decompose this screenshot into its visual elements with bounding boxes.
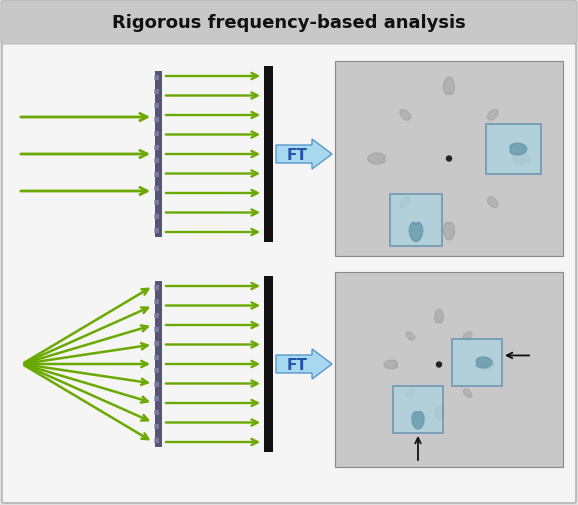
Bar (154, 72, 161, 237)
Circle shape (446, 157, 451, 162)
Bar (154, 396, 158, 401)
Bar (154, 355, 158, 360)
FancyBboxPatch shape (2, 44, 576, 503)
Bar (154, 286, 158, 291)
Polygon shape (480, 361, 494, 369)
FancyArrow shape (276, 349, 332, 379)
Bar (154, 200, 158, 206)
Bar (154, 424, 158, 429)
Polygon shape (443, 223, 454, 240)
Text: FT: FT (287, 147, 307, 162)
Polygon shape (463, 389, 472, 397)
FancyArrow shape (276, 140, 332, 170)
Bar (264, 276, 272, 452)
Bar (154, 187, 158, 192)
Polygon shape (463, 332, 472, 340)
Polygon shape (400, 197, 411, 208)
Text: Rigorous frequency-based analysis: Rigorous frequency-based analysis (112, 14, 466, 32)
Polygon shape (510, 144, 527, 156)
Bar (393, 386, 443, 433)
Polygon shape (406, 389, 415, 397)
Bar (154, 299, 158, 305)
Polygon shape (476, 358, 492, 368)
Bar (390, 194, 442, 246)
Bar (154, 314, 158, 319)
Polygon shape (409, 223, 423, 242)
Bar (154, 327, 158, 332)
Bar (335, 273, 563, 467)
Bar (264, 67, 272, 242)
Polygon shape (443, 78, 454, 95)
Polygon shape (435, 406, 443, 420)
Bar (154, 159, 158, 164)
Bar (452, 339, 502, 386)
Polygon shape (513, 154, 530, 165)
Bar (154, 341, 158, 346)
Bar (154, 214, 158, 219)
Bar (154, 382, 158, 387)
Bar (154, 104, 158, 109)
Bar (154, 145, 158, 150)
Bar (486, 125, 541, 175)
Bar (335, 62, 563, 257)
Polygon shape (400, 110, 411, 121)
Circle shape (436, 362, 442, 367)
Bar (154, 281, 161, 447)
Polygon shape (487, 197, 498, 208)
Text: FT: FT (287, 357, 307, 372)
Bar (154, 369, 158, 374)
Polygon shape (412, 412, 424, 429)
Bar (154, 118, 158, 123)
Polygon shape (406, 332, 415, 340)
Polygon shape (368, 154, 385, 165)
Bar (154, 173, 158, 178)
Polygon shape (435, 310, 443, 323)
Polygon shape (487, 110, 498, 121)
Bar (154, 228, 158, 233)
Bar (154, 410, 158, 415)
Bar (154, 438, 158, 443)
Bar (154, 90, 158, 95)
Bar (154, 76, 158, 81)
FancyBboxPatch shape (1, 1, 577, 45)
Bar (154, 131, 158, 136)
Polygon shape (384, 361, 398, 369)
